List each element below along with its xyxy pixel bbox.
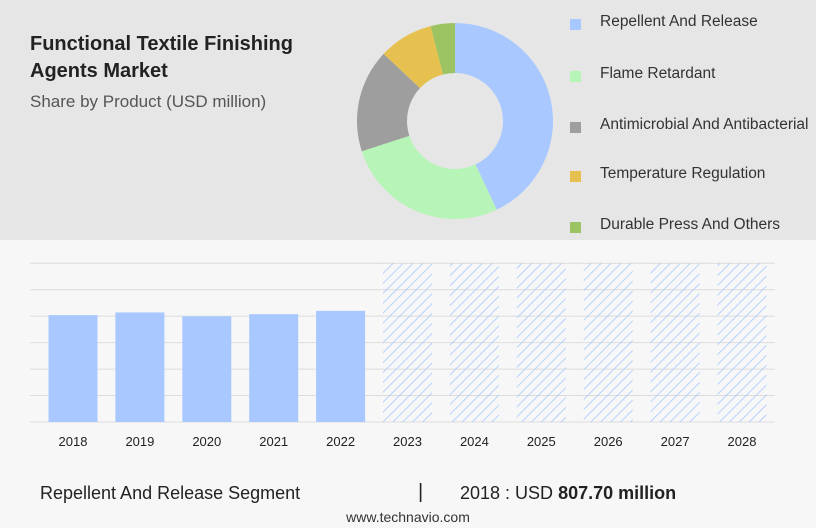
x-tick-label: 2019 bbox=[125, 434, 154, 449]
x-tick-label: 2021 bbox=[259, 434, 288, 449]
slice-durable-press bbox=[430, 23, 455, 75]
legend-swatch bbox=[570, 222, 581, 233]
forecast-bar-2025 bbox=[516, 263, 566, 422]
slice-antimicrobial bbox=[357, 53, 421, 152]
chart-title: Functional Textile Finishing Agents Mark… bbox=[30, 33, 293, 82]
legend-label: Durable Press And Others bbox=[600, 216, 781, 233]
bar-2020 bbox=[182, 316, 232, 422]
legend-swatch bbox=[570, 171, 581, 182]
x-tick-label: 2024 bbox=[460, 434, 489, 449]
x-tick-label: 2026 bbox=[594, 434, 623, 449]
legend-swatch bbox=[570, 71, 581, 82]
forecast-bar-2023 bbox=[383, 263, 432, 422]
forecast-bar-2028 bbox=[717, 263, 767, 422]
slice-temperature bbox=[383, 26, 444, 89]
bar-2019 bbox=[115, 312, 165, 422]
slice-flame-retardant bbox=[361, 135, 497, 219]
x-tick-label: 2020 bbox=[192, 434, 221, 449]
legend-label: Repellent And Release bbox=[600, 13, 758, 30]
x-tick-label: 2028 bbox=[728, 434, 757, 449]
bar-chart: 2018 2019 2020 2021 2022 2023 2024 2025 2026 2027… bbox=[30, 262, 775, 449]
x-tick-label: 2027 bbox=[661, 434, 690, 449]
x-tick-label: 2018 bbox=[59, 434, 88, 449]
forecast-bar-2027 bbox=[650, 263, 700, 422]
bar-2022 bbox=[316, 310, 366, 422]
footer-separator: | bbox=[418, 481, 424, 503]
legend-label: Antimicrobial And Antibacterial bbox=[600, 116, 809, 133]
donut-chart bbox=[357, 23, 553, 219]
forecast-bar-2024 bbox=[449, 263, 499, 422]
footer-segment: Repellent And Release Segment bbox=[40, 483, 301, 503]
legend-label: Flame Retardant bbox=[600, 65, 716, 82]
chart-subtitle: Share by Product (USD million) bbox=[30, 92, 267, 111]
bar-2018 bbox=[48, 315, 98, 422]
footer-value: 2018 : USD 807.70 million bbox=[460, 483, 676, 504]
footer-value-amount: 807.70 million bbox=[558, 483, 677, 503]
x-tick-label: 2025 bbox=[527, 434, 556, 449]
legend-swatch bbox=[570, 19, 581, 30]
legend-label: Temperature Regulation bbox=[600, 165, 766, 182]
forecast-bar-2026 bbox=[583, 263, 633, 422]
x-tick-label: 2022 bbox=[326, 434, 355, 449]
legend-swatch bbox=[570, 122, 581, 133]
footer-year-label: 2018 : USD bbox=[460, 483, 554, 503]
x-tick-label: 2023 bbox=[393, 434, 422, 449]
slice-repellent bbox=[455, 23, 553, 210]
bar-2021 bbox=[249, 314, 299, 422]
source-link[interactable]: www.technavio.com bbox=[346, 509, 470, 525]
